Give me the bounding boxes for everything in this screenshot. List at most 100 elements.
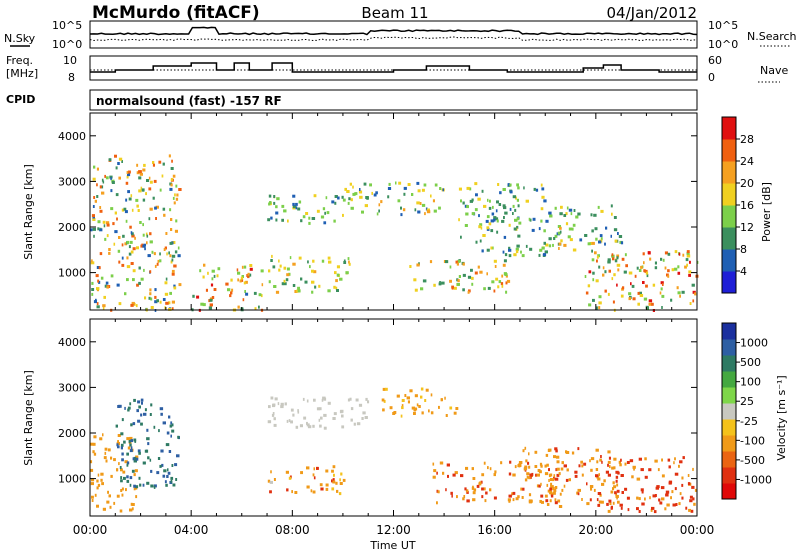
heatmap-cell (378, 209, 380, 213)
heatmap-cell (597, 492, 602, 495)
heatmap-cell (485, 219, 489, 223)
heatmap-cell (628, 271, 633, 275)
heatmap-cell (376, 212, 379, 216)
heatmap-cell (441, 281, 445, 285)
heatmap-cell (334, 201, 337, 205)
heatmap-cell (560, 239, 563, 243)
heatmap-cell (595, 279, 599, 283)
heatmap-cell (612, 481, 615, 485)
heatmap-cell (130, 446, 133, 450)
heatmap-cell (505, 290, 508, 294)
heatmap-cell (585, 291, 589, 295)
heatmap-cell (633, 467, 635, 471)
heatmap-cell (598, 473, 600, 477)
heatmap-cell (292, 262, 296, 266)
heatmap-cell (485, 491, 488, 495)
heatmap-cell (331, 469, 334, 473)
heatmap-cell (545, 243, 549, 247)
heatmap-cell (400, 206, 402, 210)
heatmap-cell (594, 251, 597, 255)
heatmap-cell (612, 257, 615, 261)
heatmap-cell (175, 478, 178, 481)
x-tick-label: 00:00 (680, 523, 715, 537)
heatmap-cell (118, 302, 122, 306)
heatmap-cell (162, 207, 166, 211)
heatmap-cell (120, 468, 123, 472)
nsearch-series (89, 36, 698, 42)
heatmap-cell (333, 412, 337, 416)
heatmap-cell (153, 179, 157, 183)
heatmap-cell (106, 221, 110, 225)
heatmap-cell (139, 483, 142, 487)
heatmap-cell (406, 396, 410, 400)
heatmap-cell (432, 462, 435, 466)
heatmap-cell (652, 283, 656, 287)
heatmap-cell (515, 250, 519, 254)
freq-lines (90, 62, 697, 73)
heatmap-cell (176, 193, 179, 197)
heatmap-cell (436, 489, 439, 493)
heatmap-cell (581, 473, 584, 477)
heatmap-cell (295, 206, 298, 210)
heatmap-cell (449, 406, 453, 410)
heatmap-cell (667, 458, 671, 462)
heatmap-cell (661, 458, 663, 462)
heatmap-cell (332, 417, 336, 420)
heatmap-cell (664, 507, 667, 511)
heatmap-cell (342, 213, 344, 217)
heatmap-cell (607, 460, 611, 464)
heatmap-cell (312, 473, 315, 477)
heatmap-cell (308, 221, 311, 225)
heatmap-cell (131, 301, 135, 305)
heatmap-cell (664, 266, 667, 270)
heatmap-cell (658, 498, 661, 502)
y-tick-label: 4000 (58, 336, 86, 349)
heatmap-cell (119, 509, 123, 513)
heatmap-cell (545, 499, 549, 503)
heatmap-cell (338, 492, 342, 496)
heatmap-cell (476, 484, 480, 488)
heatmap-cell (161, 463, 164, 467)
heatmap-cell (645, 284, 648, 288)
heatmap-cell (502, 263, 506, 267)
heatmap-cell (172, 483, 176, 487)
heatmap-cell (279, 264, 282, 268)
heatmap-cell (483, 461, 486, 465)
heatmap-cell (366, 196, 369, 200)
heatmap-cell (628, 292, 632, 296)
heatmap-cell (452, 473, 456, 477)
heatmap-cell (133, 473, 136, 477)
heatmap-cell (270, 396, 274, 400)
heatmap-cell (610, 204, 613, 208)
heatmap-cell (267, 218, 271, 222)
heatmap-cell (155, 217, 157, 220)
heatmap-cell (504, 211, 508, 215)
heatmap-cell (490, 246, 493, 250)
heatmap-cell (382, 387, 386, 391)
heatmap-cell (456, 495, 458, 499)
heatmap-cell (416, 181, 420, 185)
heatmap-cell (131, 507, 134, 511)
heatmap-cell (333, 219, 336, 223)
heatmap-cell (332, 465, 336, 469)
heatmap-cell (115, 193, 119, 197)
heatmap-cell (503, 259, 507, 263)
heatmap-cell (169, 254, 172, 258)
heatmap-cell (493, 259, 497, 263)
heatmap-cell (373, 193, 377, 197)
heatmap-cell (411, 406, 416, 410)
heatmap-cell (508, 499, 511, 503)
heatmap-cell (507, 183, 510, 187)
heatmap-cell (138, 189, 142, 193)
heatmap-cell (126, 463, 129, 467)
heatmap-cell (692, 299, 695, 303)
heatmap-cell (344, 187, 347, 191)
heatmap-cell (106, 234, 109, 238)
heatmap-cell (512, 473, 516, 477)
heatmap-cell (143, 268, 145, 272)
heatmap-cell (536, 473, 540, 477)
heatmap-cell (302, 397, 305, 401)
heatmap-cell (442, 188, 444, 192)
heatmap-cell (451, 494, 453, 498)
heatmap-cell (617, 268, 620, 272)
